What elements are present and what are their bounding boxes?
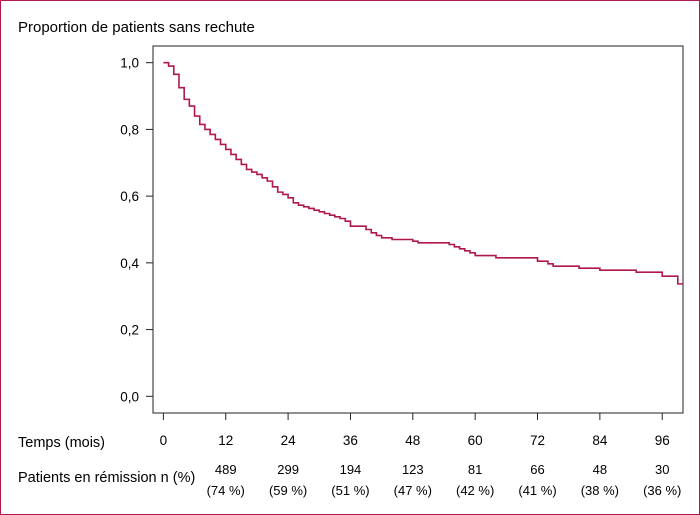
x-tick-label: 12 bbox=[218, 433, 233, 448]
risk-percent: (51 %) bbox=[331, 483, 369, 498]
x-axis: 0 12 24 36 48 60 72 84 96 bbox=[160, 413, 670, 448]
x-tick-label: 84 bbox=[592, 433, 608, 448]
risk-percent: (42 %) bbox=[456, 483, 494, 498]
risk-count: 81 bbox=[468, 462, 482, 477]
survival-curve-line bbox=[163, 61, 683, 285]
x-tick-label: 36 bbox=[343, 433, 358, 448]
risk-percent: (38 %) bbox=[581, 483, 619, 498]
x-tick-label: 48 bbox=[405, 433, 420, 448]
risk-percent: (36 %) bbox=[643, 483, 681, 498]
x-tick-label: 60 bbox=[468, 433, 483, 448]
risk-percent: (59 %) bbox=[269, 483, 307, 498]
risk-count: 30 bbox=[655, 462, 669, 477]
risk-count: 489 bbox=[215, 462, 237, 477]
y-tick-label: 0,0 bbox=[120, 389, 139, 404]
x-axis-label: Temps (mois) bbox=[18, 435, 105, 451]
risk-percent: (74 %) bbox=[207, 483, 245, 498]
plot-frame bbox=[152, 45, 684, 414]
risk-count: 66 bbox=[530, 462, 544, 477]
x-tick-label: 24 bbox=[281, 433, 297, 448]
risk-count: 194 bbox=[340, 462, 362, 477]
x-tick-label: 72 bbox=[530, 433, 545, 448]
risk-count: 299 bbox=[277, 462, 299, 477]
y-tick-label: 0,6 bbox=[120, 189, 139, 204]
risk-percent: (41 %) bbox=[518, 483, 556, 498]
x-tick-label: 0 bbox=[160, 433, 168, 448]
y-tick-label: 1,0 bbox=[120, 56, 139, 71]
y-tick-label: 0,4 bbox=[120, 256, 139, 271]
chart-title: Proportion de patients sans rechute bbox=[18, 19, 255, 36]
risk-count: 123 bbox=[402, 462, 424, 477]
risk-count: 48 bbox=[593, 462, 607, 477]
y-axis: 0,0 0,2 0,4 0,6 0,8 1,0 bbox=[120, 56, 153, 404]
risk-table: 489 (74 %) 299 (59 %) 194 (51 %) 123 (47 %) 81 (4… bbox=[207, 462, 682, 498]
x-tick-label: 96 bbox=[655, 433, 670, 448]
y-tick-label: 0,2 bbox=[120, 323, 139, 338]
risk-percent: (47 %) bbox=[394, 483, 432, 498]
risk-table-label: Patients en rémission n (%) bbox=[18, 470, 195, 486]
y-tick-label: 0,8 bbox=[120, 122, 139, 137]
